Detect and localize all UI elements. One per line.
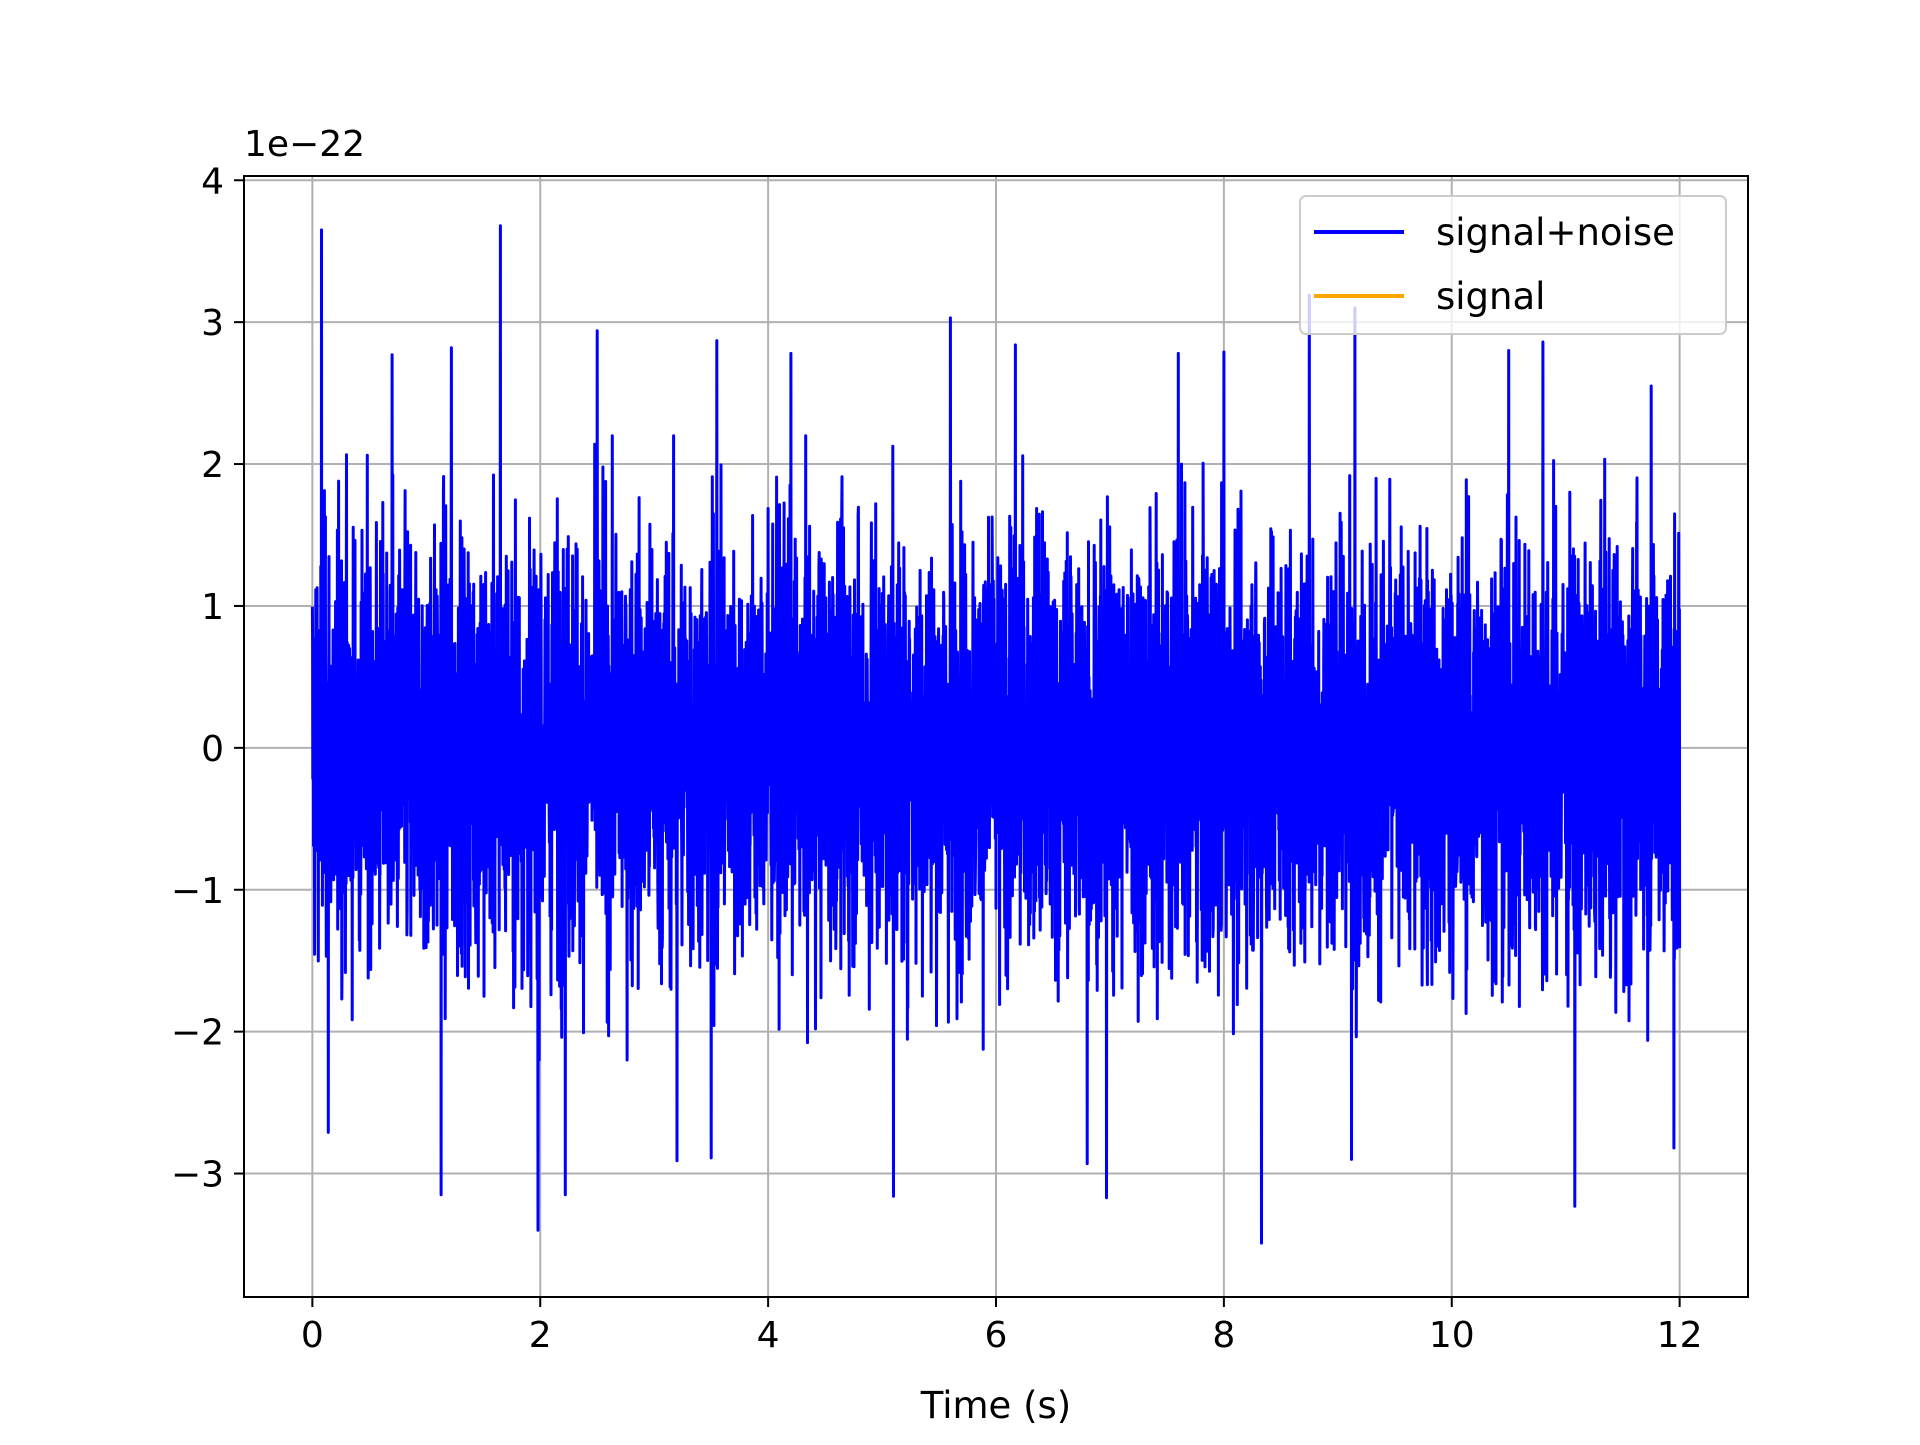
legend-box xyxy=(1299,195,1727,335)
y-tick-label: −2 xyxy=(171,1013,224,1054)
x-tick-label: 6 xyxy=(985,1315,1008,1356)
legend: signal+noise signal xyxy=(1299,195,1727,335)
y-offset-label: 1e−22 xyxy=(244,124,365,165)
x-tick-label: 8 xyxy=(1212,1315,1235,1356)
x-tick-label: 12 xyxy=(1657,1315,1703,1356)
series-layer xyxy=(310,224,1682,1245)
y-tick-label: 3 xyxy=(201,303,224,344)
x-axis-label: Time (s) xyxy=(920,1384,1071,1427)
plot-area xyxy=(310,224,1682,1245)
y-tick-label: −1 xyxy=(171,871,224,912)
x-tick-label: 0 xyxy=(301,1315,324,1356)
legend-label-signal-noise: signal+noise xyxy=(1436,211,1675,254)
y-tick-label: −3 xyxy=(171,1155,224,1196)
series-line-signal-noise xyxy=(310,224,1682,1245)
x-tick-label: 10 xyxy=(1429,1315,1475,1356)
legend-label-signal: signal xyxy=(1436,275,1545,318)
x-tick-label: 4 xyxy=(757,1315,780,1356)
y-tick-label: 0 xyxy=(201,729,224,770)
y-tick-label: 4 xyxy=(201,161,224,202)
y-tick-label: 2 xyxy=(201,445,224,486)
x-tick-label: 2 xyxy=(529,1315,552,1356)
y-tick-label: 1 xyxy=(201,587,224,628)
